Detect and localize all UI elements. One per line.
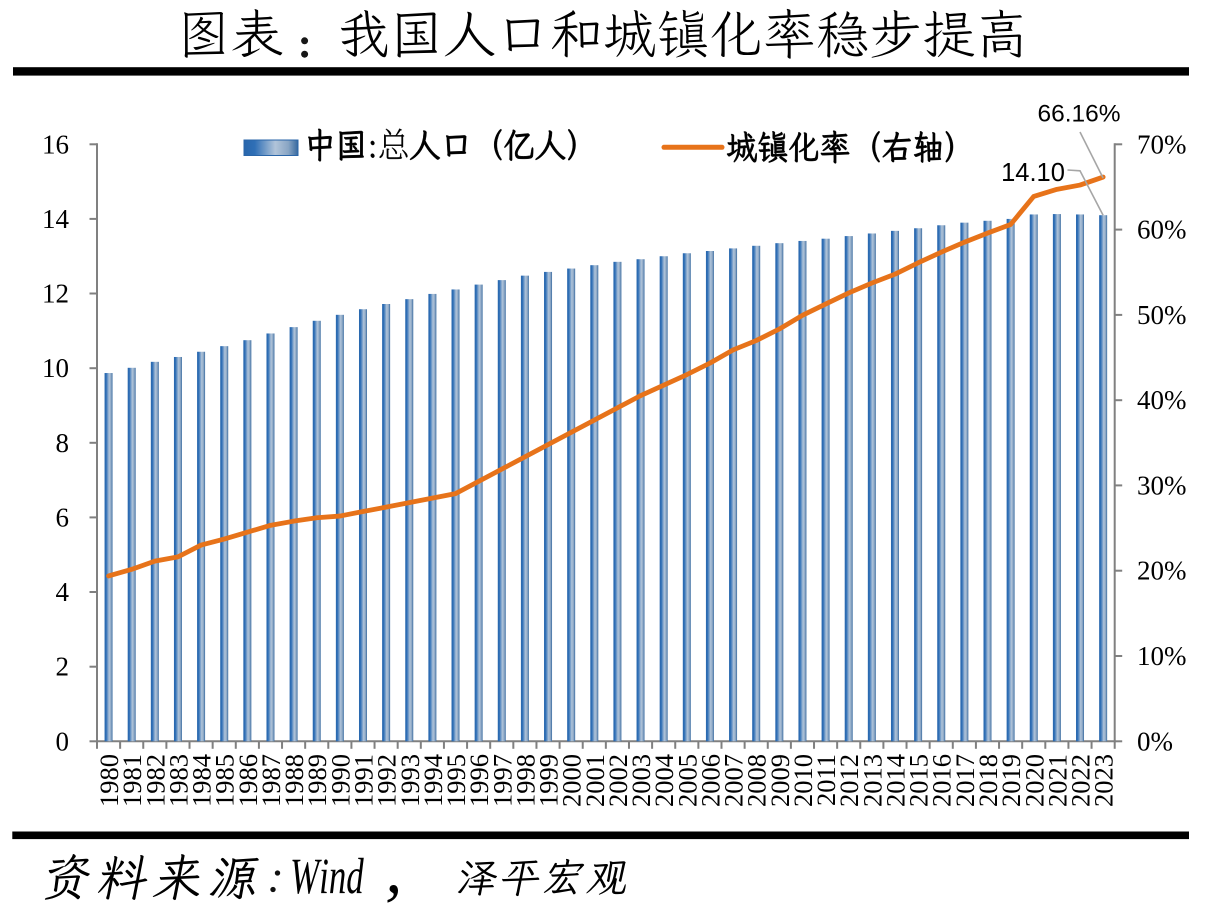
svg-text:1982: 1982 [140, 754, 170, 807]
svg-text:2017: 2017 [950, 754, 980, 807]
svg-text:20%: 20% [1137, 556, 1187, 586]
svg-text:14.10: 14.10 [1001, 159, 1065, 187]
svg-text:2014: 2014 [880, 754, 910, 807]
svg-text:2012: 2012 [834, 754, 864, 807]
svg-text:1995: 1995 [441, 754, 471, 807]
svg-text:10: 10 [42, 353, 69, 383]
svg-text:1992: 1992 [372, 754, 402, 807]
svg-text:1980: 1980 [94, 754, 124, 807]
svg-text:70%: 70% [1137, 129, 1187, 159]
svg-text:1985: 1985 [210, 754, 240, 807]
svg-text:16: 16 [42, 129, 69, 159]
svg-text:2021: 2021 [1042, 754, 1072, 807]
svg-text:0%: 0% [1137, 726, 1173, 756]
svg-text:1997: 1997 [487, 754, 517, 807]
svg-text:2010: 2010 [788, 754, 818, 807]
svg-text:60%: 60% [1137, 215, 1187, 245]
svg-text:2001: 2001 [580, 754, 610, 807]
svg-text:1994: 1994 [418, 754, 448, 807]
svg-text:30%: 30% [1137, 470, 1187, 500]
svg-text:2008: 2008 [742, 754, 772, 807]
svg-text:1986: 1986 [233, 754, 263, 807]
svg-text:2016: 2016 [927, 754, 957, 807]
svg-text:2020: 2020 [1019, 754, 1049, 807]
svg-text:50%: 50% [1137, 300, 1187, 330]
svg-text:4: 4 [56, 577, 70, 607]
svg-text:1996: 1996 [464, 754, 494, 807]
svg-text:1987: 1987 [256, 754, 286, 807]
svg-text:2: 2 [56, 652, 70, 682]
svg-text:1990: 1990 [325, 754, 355, 807]
svg-text:2011: 2011 [811, 754, 841, 806]
svg-text:12: 12 [42, 279, 69, 309]
svg-text:1983: 1983 [163, 754, 193, 807]
svg-text:2006: 2006 [695, 754, 725, 807]
svg-text:0: 0 [56, 726, 70, 756]
svg-text:8: 8 [56, 428, 70, 458]
svg-text:40%: 40% [1137, 385, 1187, 415]
svg-text:14: 14 [42, 204, 70, 234]
svg-text:2007: 2007 [719, 754, 749, 807]
svg-text:1991: 1991 [348, 754, 378, 807]
svg-text:1993: 1993 [395, 754, 425, 807]
svg-text:2009: 2009 [765, 754, 795, 807]
svg-text:1999: 1999 [534, 754, 564, 807]
svg-text:1989: 1989 [302, 754, 332, 807]
svg-text:2013: 2013 [857, 754, 887, 807]
svg-text:2018: 2018 [973, 754, 1003, 807]
svg-text:2022: 2022 [1066, 754, 1096, 807]
svg-text:1981: 1981 [117, 754, 147, 807]
svg-text:2000: 2000 [557, 754, 587, 807]
svg-text:10%: 10% [1137, 641, 1187, 671]
svg-text:2019: 2019 [996, 754, 1026, 807]
svg-text:2004: 2004 [649, 754, 679, 807]
svg-text:1988: 1988 [279, 754, 309, 807]
svg-text:66.16%: 66.16% [1037, 101, 1120, 128]
svg-text:1998: 1998 [510, 754, 540, 807]
svg-text:2015: 2015 [904, 754, 934, 807]
svg-text:6: 6 [56, 502, 70, 532]
svg-text:2003: 2003 [626, 754, 656, 807]
svg-text:2005: 2005 [672, 754, 702, 807]
svg-text:2002: 2002 [603, 754, 633, 807]
svg-text:2023: 2023 [1089, 754, 1119, 807]
svg-text:1984: 1984 [187, 754, 217, 807]
